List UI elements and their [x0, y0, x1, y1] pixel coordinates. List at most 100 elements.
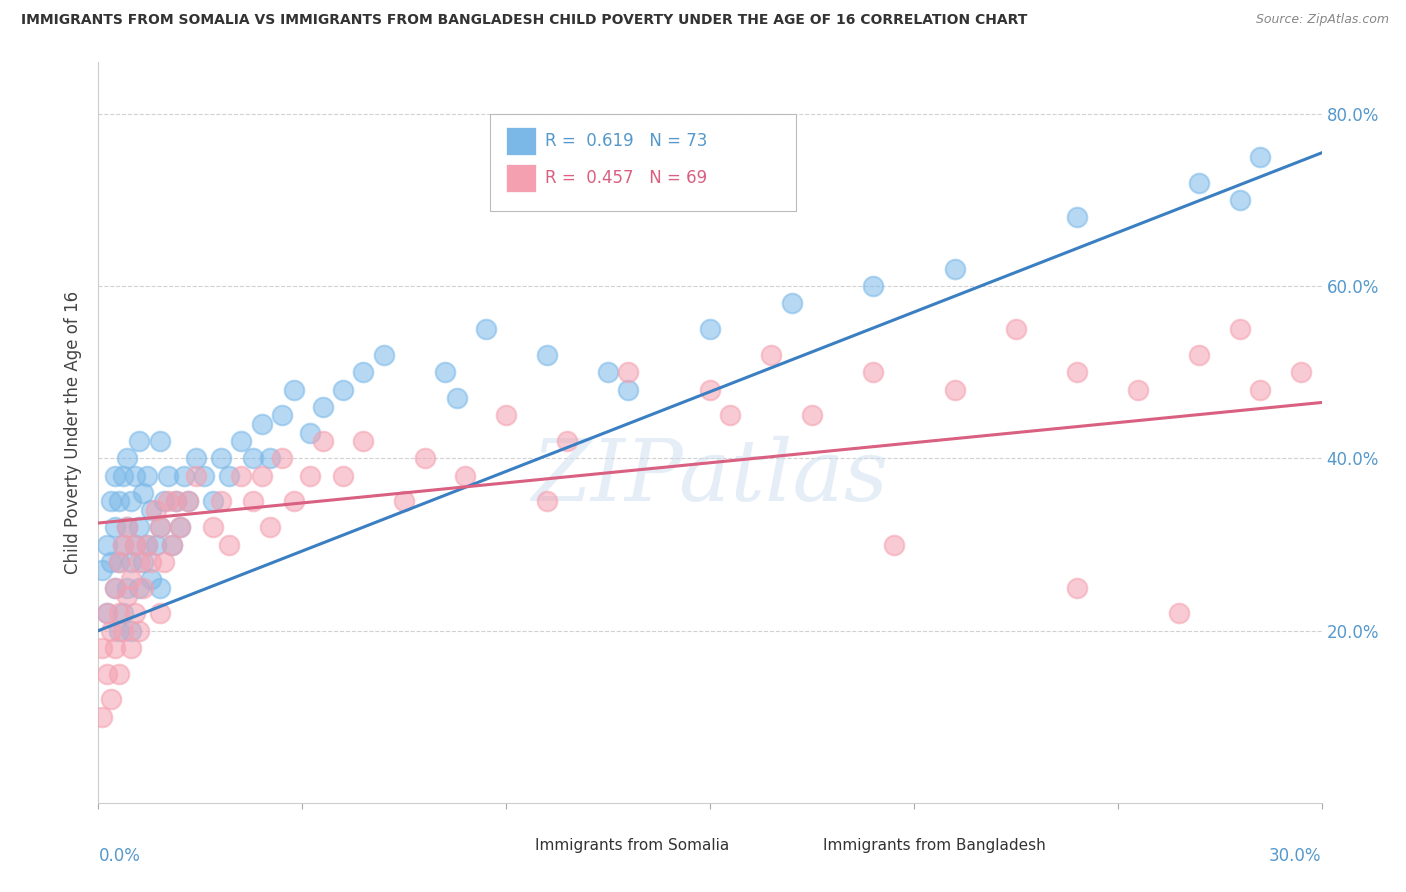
- Point: [536, 348, 558, 362]
- Point: [120, 572, 142, 586]
- Point: [1249, 150, 1271, 164]
- Point: [96, 607, 118, 621]
- Point: [96, 537, 118, 551]
- Point: [100, 624, 122, 638]
- Point: [108, 555, 131, 569]
- Point: [780, 296, 803, 310]
- Point: [91, 563, 114, 577]
- Point: [332, 383, 354, 397]
- Point: [165, 494, 187, 508]
- Point: [104, 581, 127, 595]
- Point: [862, 365, 884, 379]
- Text: 30.0%: 30.0%: [1270, 847, 1322, 865]
- Point: [149, 607, 172, 621]
- Point: [124, 537, 146, 551]
- Point: [108, 555, 131, 569]
- Point: [201, 494, 224, 508]
- Point: [218, 537, 240, 551]
- Point: [111, 537, 134, 551]
- Point: [883, 537, 905, 551]
- Point: [446, 391, 468, 405]
- Point: [250, 417, 273, 431]
- Point: [862, 279, 884, 293]
- Point: [283, 494, 305, 508]
- Point: [1066, 365, 1088, 379]
- Point: [1188, 176, 1211, 190]
- Point: [165, 494, 187, 508]
- Point: [156, 494, 179, 508]
- FancyBboxPatch shape: [506, 164, 536, 192]
- FancyBboxPatch shape: [489, 114, 796, 211]
- Point: [124, 607, 146, 621]
- Point: [149, 581, 172, 595]
- Point: [169, 520, 191, 534]
- Point: [259, 451, 281, 466]
- Point: [104, 640, 127, 655]
- Point: [186, 468, 208, 483]
- Point: [1004, 322, 1026, 336]
- Point: [100, 692, 122, 706]
- Point: [145, 503, 167, 517]
- Point: [96, 666, 118, 681]
- Point: [312, 400, 335, 414]
- Point: [160, 537, 183, 551]
- Point: [128, 624, 150, 638]
- Point: [169, 520, 191, 534]
- Point: [132, 581, 155, 595]
- Point: [91, 709, 114, 723]
- Point: [104, 581, 127, 595]
- Point: [128, 555, 150, 569]
- Point: [132, 555, 155, 569]
- Point: [1229, 322, 1251, 336]
- Point: [373, 348, 395, 362]
- Point: [111, 468, 134, 483]
- Text: Source: ZipAtlas.com: Source: ZipAtlas.com: [1256, 13, 1389, 27]
- Point: [352, 434, 374, 449]
- Point: [108, 494, 131, 508]
- Point: [242, 451, 264, 466]
- Point: [108, 607, 131, 621]
- Point: [120, 494, 142, 508]
- Point: [108, 624, 131, 638]
- FancyBboxPatch shape: [502, 834, 529, 858]
- Point: [555, 434, 579, 449]
- Point: [299, 468, 322, 483]
- Point: [111, 537, 134, 551]
- Point: [104, 468, 127, 483]
- Point: [598, 365, 620, 379]
- Point: [124, 537, 146, 551]
- Point: [132, 486, 155, 500]
- Point: [536, 494, 558, 508]
- Point: [136, 537, 159, 551]
- Point: [111, 624, 134, 638]
- Point: [115, 520, 138, 534]
- Point: [115, 451, 138, 466]
- Point: [177, 494, 200, 508]
- Point: [352, 365, 374, 379]
- Point: [124, 468, 146, 483]
- Point: [259, 520, 281, 534]
- Point: [1188, 348, 1211, 362]
- Point: [149, 434, 172, 449]
- Point: [160, 537, 183, 551]
- Point: [136, 537, 159, 551]
- Point: [270, 451, 294, 466]
- Point: [115, 520, 138, 534]
- Text: 0.0%: 0.0%: [98, 847, 141, 865]
- Point: [761, 348, 783, 362]
- Point: [943, 383, 966, 397]
- Text: R =  0.619   N = 73: R = 0.619 N = 73: [546, 132, 707, 150]
- Point: [120, 640, 142, 655]
- Point: [801, 409, 824, 423]
- Point: [115, 581, 138, 595]
- Point: [299, 425, 322, 440]
- Point: [128, 581, 150, 595]
- Point: [270, 409, 294, 423]
- Point: [128, 520, 150, 534]
- Text: R =  0.457   N = 69: R = 0.457 N = 69: [546, 169, 707, 187]
- Text: ZIPatlas: ZIPatlas: [531, 435, 889, 518]
- Point: [108, 666, 131, 681]
- Point: [699, 322, 721, 336]
- Point: [100, 555, 122, 569]
- Point: [104, 520, 127, 534]
